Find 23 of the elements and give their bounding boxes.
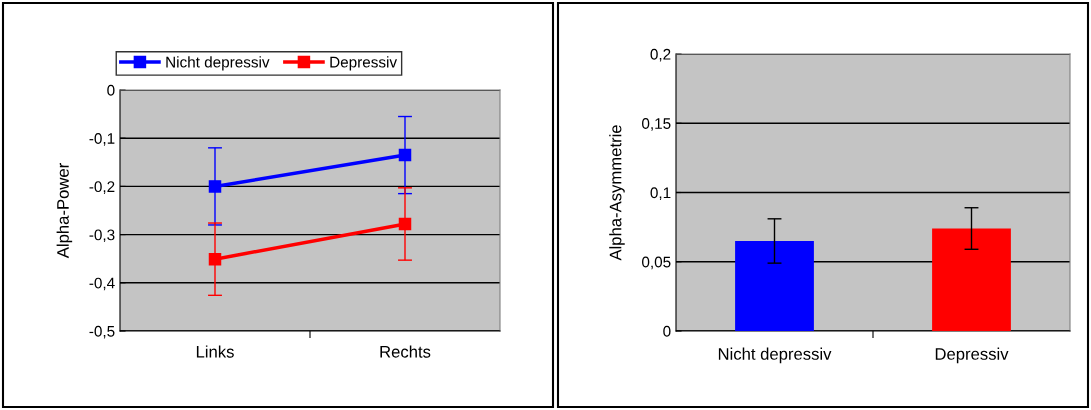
x-tick-label: Nicht depressiv: [718, 347, 832, 364]
y-axis-title: Alpha-Power: [56, 163, 73, 259]
point: [398, 217, 412, 231]
legend-label: Depressiv: [330, 56, 398, 71]
y-tick-label: 0,2: [650, 48, 671, 62]
point: [398, 148, 412, 162]
x-tick-label: Links: [196, 345, 234, 358]
x-tick-label: Rechts: [380, 345, 431, 358]
legend-label: Nicht depressiv: [166, 56, 270, 71]
y-tick-label: 0: [107, 84, 115, 96]
x-tick-label: Depressiv: [935, 347, 1009, 364]
y-tick-label: 0,05: [642, 256, 671, 270]
y-tick-label: -0,3: [89, 229, 115, 243]
y-tick-label: 0: [663, 325, 671, 337]
y-tick-label: -0,5: [89, 325, 115, 339]
y-tick-label: 0,1: [650, 187, 671, 200]
y-tick-label: -0,4: [89, 277, 115, 291]
point: [208, 252, 222, 266]
y-axis-title: Alpha-Asymmetrie: [609, 125, 625, 261]
y-tick-label: 0,15: [642, 118, 671, 131]
point: [208, 180, 222, 193]
y-tick-label: -0,2: [89, 181, 115, 194]
y-tick-label: -0,1: [89, 133, 115, 146]
